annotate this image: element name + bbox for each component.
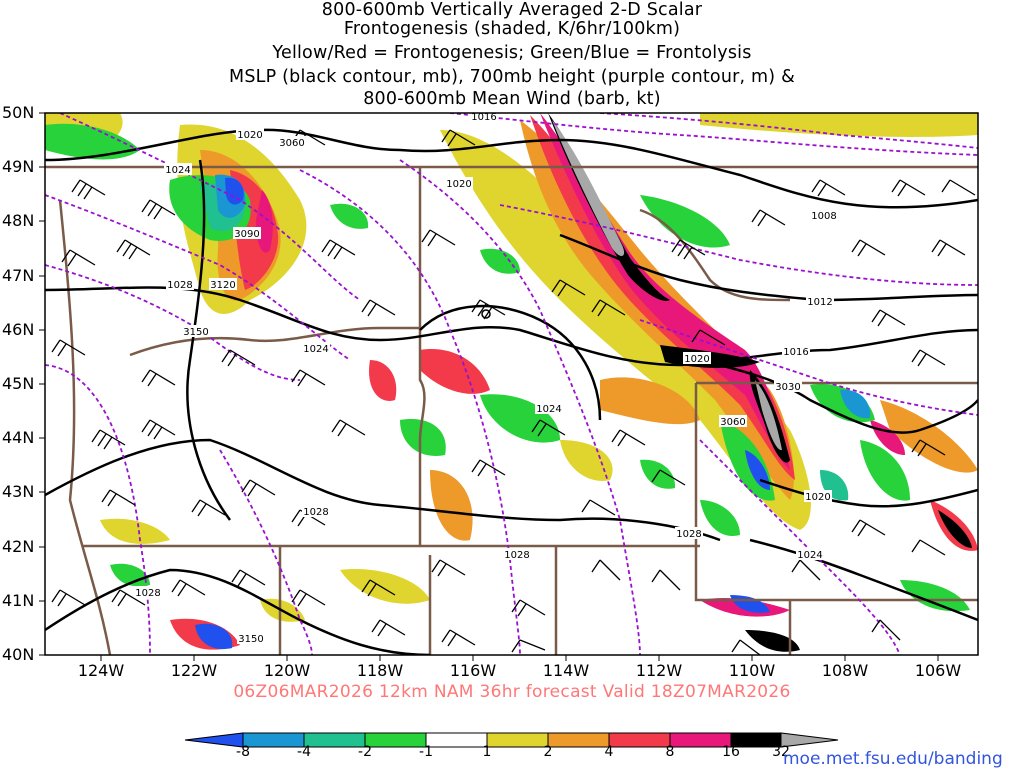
svg-text:1028: 1028	[676, 529, 701, 540]
svg-text:1020: 1020	[446, 179, 471, 190]
legend-tick-label: 2	[543, 744, 553, 760]
lat-label: 48N	[2, 211, 35, 230]
lat-label: 41N	[2, 591, 35, 610]
svg-text:1028: 1028	[167, 280, 192, 291]
lon-label: 122W	[170, 661, 218, 680]
legend-tick-label: 8	[665, 744, 675, 760]
mslp-label: 1020	[445, 177, 473, 190]
lat-label: 47N	[2, 266, 35, 285]
height-label: 3150	[237, 632, 265, 645]
height-label: 3060	[719, 415, 747, 428]
lat-label: 46N	[2, 320, 35, 339]
svg-text:3060: 3060	[720, 417, 745, 428]
lat-label: 44N	[2, 428, 35, 447]
lat-label: 43N	[2, 482, 35, 501]
height-label: 3090	[233, 227, 261, 240]
frontogenesis-shading	[45, 113, 978, 652]
legend-tick-label: -4	[297, 744, 311, 760]
mslp-contours	[45, 128, 978, 655]
title-line-5: 800-600mb Mean Wind (barb, kt)	[363, 89, 661, 109]
mslp-label: 1020	[236, 128, 264, 141]
svg-text:3150: 3150	[238, 634, 263, 645]
mslp-label: 1020	[683, 352, 711, 365]
legend-swatch-max	[780, 732, 839, 748]
lat-label: 49N	[2, 157, 35, 176]
legend-tick-label: -1	[419, 744, 433, 760]
map-plot-area: 1020 1020 1028 1024 1024 1028 1028 1028 …	[45, 112, 978, 655]
mslp-label: 1024	[535, 402, 563, 415]
mslp-label: 1020	[804, 490, 832, 503]
lon-label: 120W	[263, 661, 311, 680]
mslp-label: 1028	[166, 278, 194, 291]
legend-tick-label: 1	[482, 744, 492, 760]
svg-text:1020: 1020	[805, 492, 830, 503]
lat-label: 50N	[2, 103, 35, 122]
svg-text:3150: 3150	[183, 327, 208, 338]
height-label: 3150	[182, 325, 210, 338]
title-line-4: MSLP (black contour, mb), 700mb height (…	[229, 67, 795, 87]
svg-text:1016: 1016	[783, 347, 808, 358]
svg-text:1020: 1020	[237, 130, 262, 141]
height-label: 3120	[209, 278, 237, 291]
axis-ticks	[39, 112, 939, 661]
lon-label: 114W	[542, 661, 590, 680]
mslp-label: 1028	[134, 586, 162, 599]
lon-label: 106W	[914, 661, 962, 680]
lon-label: 124W	[77, 661, 125, 680]
height-label: 3030	[774, 380, 802, 393]
mslp-label: 1012	[806, 295, 834, 308]
svg-text:3120: 3120	[210, 280, 235, 291]
lat-label: 42N	[2, 537, 35, 556]
svg-text:3060: 3060	[279, 138, 304, 149]
svg-text:1024: 1024	[303, 344, 328, 355]
svg-text:1028: 1028	[504, 550, 529, 561]
source-credit-link[interactable]: moe.met.fsu.edu/banding	[783, 749, 1003, 769]
legend-tick-label: 16	[722, 744, 740, 760]
lon-label: 116W	[449, 661, 497, 680]
svg-text:1028: 1028	[303, 507, 328, 518]
legend-tick-label: -2	[358, 744, 372, 760]
svg-text:3030: 3030	[775, 382, 800, 393]
svg-text:1024: 1024	[165, 165, 190, 176]
lon-label: 108W	[821, 661, 869, 680]
mslp-label: 1024	[796, 548, 824, 561]
mslp-label: 1008	[810, 209, 838, 222]
svg-text:3090: 3090	[234, 229, 259, 240]
lon-label: 110W	[728, 661, 776, 680]
svg-text:1016: 1016	[471, 112, 496, 123]
svg-text:1020: 1020	[684, 354, 709, 365]
mslp-label: 1028	[503, 548, 531, 561]
mslp-label: 1016	[470, 112, 498, 123]
legend-tick-label: 32	[772, 744, 790, 760]
mslp-label: 1028	[302, 505, 330, 518]
svg-text:1024: 1024	[797, 550, 822, 561]
svg-text:1012: 1012	[807, 297, 832, 308]
lat-label: 45N	[2, 374, 35, 393]
title-line-1: 800-600mb Vertically Averaged 2-D Scalar	[321, 0, 703, 20]
svg-text:1008: 1008	[811, 211, 836, 222]
title-line-2: Frontogenesis (shaded, K/6hr/100km)	[343, 19, 681, 39]
svg-text:1024: 1024	[536, 404, 561, 415]
legend-colorbar	[184, 732, 839, 748]
svg-text:1028: 1028	[135, 588, 160, 599]
wind-barbs	[51, 129, 976, 655]
mslp-label: 1024	[302, 342, 330, 355]
legend-tick-label: 4	[604, 744, 614, 760]
contour-labels: 1020 1020 1028 1024 1024 1028 1028 1028 …	[134, 112, 838, 645]
title-line-3: Yellow/Red = Frontogenesis; Green/Blue =…	[272, 43, 752, 63]
calm-wind-marker	[481, 309, 491, 319]
lon-label: 118W	[356, 661, 404, 680]
legend-tick-label: -8	[236, 744, 250, 760]
lat-label: 40N	[2, 645, 35, 664]
mslp-label: 1024	[164, 163, 192, 176]
mslp-label: 1016	[782, 345, 810, 358]
height-label: 3060	[278, 136, 306, 149]
mslp-label: 1028	[675, 527, 703, 540]
lon-label: 112W	[635, 661, 683, 680]
forecast-valid-line: 06Z06MAR2026 12km NAM 36hr forecast Vali…	[233, 682, 791, 702]
